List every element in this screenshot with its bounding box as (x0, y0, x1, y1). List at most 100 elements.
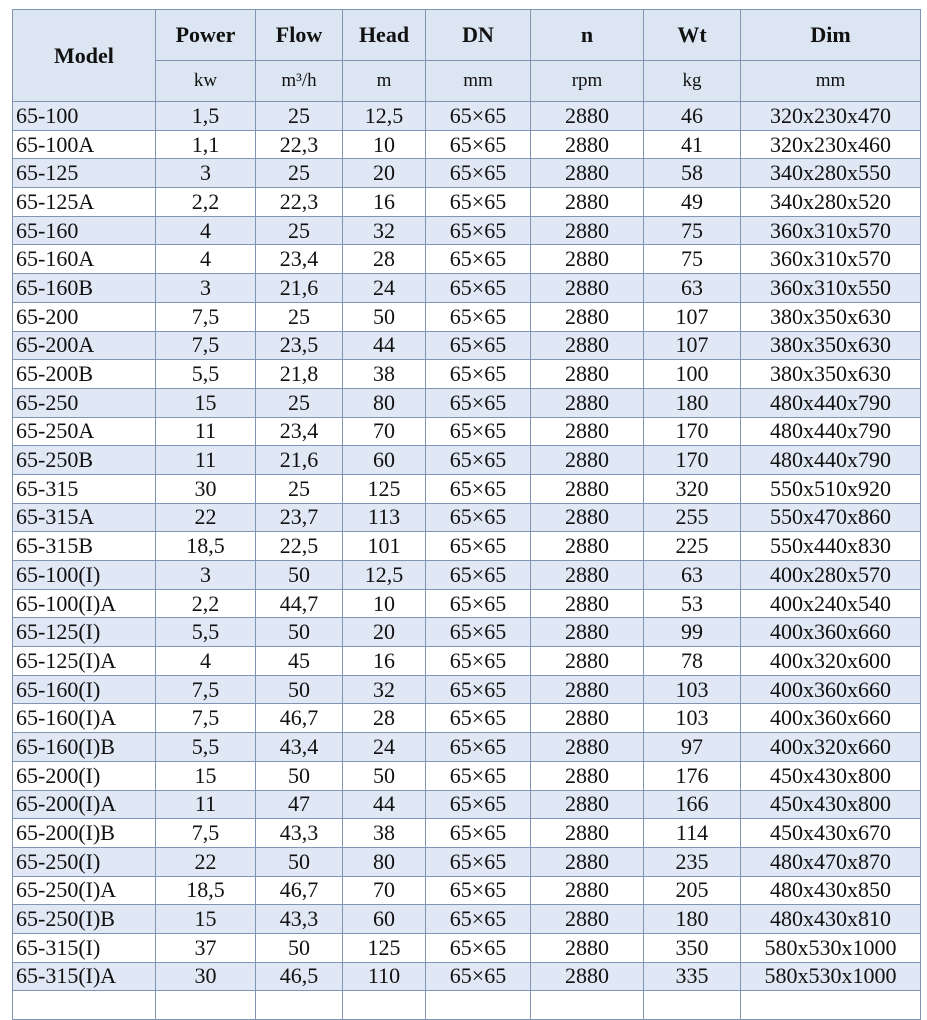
cell: 22 (155, 846, 256, 877)
cell: 2880 (530, 158, 644, 189)
cell: 11 (155, 416, 256, 447)
data-row: 65-200A 7,5 23,5 44 65×65 2880 107 380x350x630 (12, 330, 921, 361)
cell: 65-315(I) (12, 932, 156, 963)
cell: 32 (342, 674, 426, 705)
cell: 50 (255, 760, 343, 791)
cell: 65-315(I)A (12, 961, 156, 992)
cell: 38 (342, 818, 426, 848)
cell: 400x320x660 (740, 732, 921, 762)
data-row: 65-160B 3 21,6 24 65×65 2880 63 360x310x550 (12, 273, 921, 303)
cell: 4 (155, 646, 256, 676)
cell: 65-200(I)A (12, 789, 156, 820)
data-row: 65-160 4 25 32 65×65 2880 75 360x310x570 (12, 215, 921, 246)
cell: 65×65 (425, 789, 531, 820)
cell: 340x280x550 (740, 158, 921, 189)
cell: 65-160(I)B (12, 732, 156, 762)
data-row: 65-250 15 25 80 65×65 2880 180 480x440x790 (12, 387, 921, 418)
cut-row (12, 990, 921, 1020)
cell: 16 (342, 646, 426, 676)
cell: 2880 (530, 932, 644, 963)
cell: 65-160(I)A (12, 703, 156, 734)
cell: 65×65 (425, 703, 531, 734)
cell: 2880 (530, 531, 644, 561)
data-row: 65-160(I) 7,5 50 32 65×65 2880 103 400x360x660 (12, 674, 921, 705)
cell: 16 (342, 187, 426, 217)
cell: 2880 (530, 646, 644, 676)
unit-row: kw m³/h m mm rpm kg mm (13, 60, 921, 102)
unit-header: m (342, 60, 426, 102)
cell: 2880 (530, 301, 644, 332)
column-header: DN (425, 9, 531, 61)
cell: 46 (643, 101, 741, 131)
cell: 23,5 (255, 330, 343, 361)
cell: 2880 (530, 760, 644, 791)
cell: 65-250(I)B (12, 904, 156, 934)
cell: 320 (643, 473, 741, 504)
cell: 23,4 (255, 244, 343, 275)
cell: 2880 (530, 187, 644, 217)
cell: 46,7 (255, 703, 343, 734)
cell: 2880 (530, 330, 644, 361)
cell: 65×65 (425, 473, 531, 504)
data-row: 65-100(I)A 2,2 44,7 10 65×65 2880 53 400x240x54… (12, 588, 921, 619)
cell: 107 (643, 301, 741, 332)
column-header: Head (342, 9, 426, 61)
cell (740, 990, 921, 1020)
cell: 50 (255, 846, 343, 877)
cell: 46,5 (255, 961, 343, 992)
cell: 125 (342, 932, 426, 963)
cell: 65×65 (425, 359, 531, 389)
cell: 21,8 (255, 359, 343, 389)
cell: 205 (643, 875, 741, 906)
cell: 65-250(I) (12, 846, 156, 877)
data-row: 65-125(I)A 4 45 16 65×65 2880 78 400x320x600 (12, 646, 921, 676)
cell: 11 (155, 789, 256, 820)
cell: 2880 (530, 359, 644, 389)
cell: 65-100A (12, 129, 156, 160)
cell: 50 (342, 760, 426, 791)
cell: 65×65 (425, 129, 531, 160)
column-header: Dim (740, 9, 921, 61)
cell: 47 (255, 789, 343, 820)
cell: 2880 (530, 904, 644, 934)
cell: 550x510x920 (740, 473, 921, 504)
header-row: Model Power Flow Head DN n Wt Dim (12, 9, 921, 102)
cell: 65-200A (12, 330, 156, 361)
cell: 25 (255, 387, 343, 418)
cell: 7,5 (155, 703, 256, 734)
cell: 65×65 (425, 445, 531, 475)
cell: 70 (342, 875, 426, 906)
cell: 75 (643, 244, 741, 275)
cell: 65-100 (12, 101, 156, 131)
data-row: 65-100A 1,1 22,3 10 65×65 2880 41 320x230x460 (12, 129, 921, 160)
data-row: 65-250B 11 21,6 60 65×65 2880 170 480x440x790 (12, 445, 921, 475)
data-row: 65-250A 11 23,4 70 65×65 2880 170 480x440x790 (12, 416, 921, 447)
cell: 580x530x1000 (740, 961, 921, 992)
cell: 70 (342, 416, 426, 447)
cell: 350 (643, 932, 741, 963)
cell: 23,4 (255, 416, 343, 447)
cell: 65-315B (12, 531, 156, 561)
cell: 2880 (530, 617, 644, 648)
cell: 2880 (530, 445, 644, 475)
cell: 2880 (530, 129, 644, 160)
cell: 50 (255, 932, 343, 963)
cell: 65×65 (425, 588, 531, 619)
cell: 25 (255, 101, 343, 131)
cell: 65×65 (425, 244, 531, 275)
cell: 23,7 (255, 502, 343, 533)
data-row: 65-125(I) 5,5 50 20 65×65 2880 99 400x360x660 (12, 617, 921, 648)
cell: 65-250B (12, 445, 156, 475)
cell: 65-125 (12, 158, 156, 189)
cell: 15 (155, 904, 256, 934)
cell: 65×65 (425, 674, 531, 705)
cell: 50 (342, 301, 426, 332)
cell: 2880 (530, 875, 644, 906)
cell: 65×65 (425, 904, 531, 934)
data-row: 65-200(I)A 11 47 44 65×65 2880 166 450x430x800 (12, 789, 921, 820)
cell: 65×65 (425, 158, 531, 189)
cell: 49 (643, 187, 741, 217)
cell: 2,2 (155, 588, 256, 619)
cell: 65×65 (425, 760, 531, 791)
